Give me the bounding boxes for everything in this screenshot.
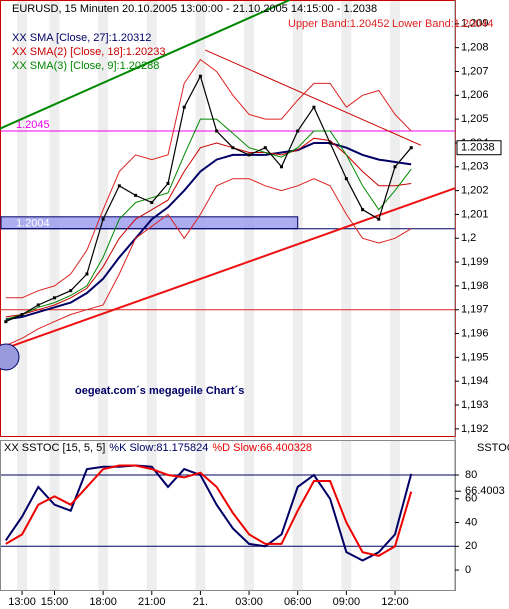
- legend-entry: %K Slow:81.175824: [109, 442, 208, 454]
- price-tick: [247, 153, 251, 157]
- y-tick-label: 1,202: [461, 185, 489, 197]
- price-tick: [393, 165, 397, 169]
- price-tick: [101, 217, 105, 221]
- price-tick: [166, 181, 170, 185]
- chart-title: EURUSD, 15 Minuten 20.10.2005 13:00:00 -…: [12, 3, 377, 15]
- y-tick-label: 60: [465, 493, 477, 505]
- price-tick: [361, 208, 365, 212]
- price-tick: [20, 312, 24, 316]
- price-tick: [134, 193, 138, 197]
- y-tick-label: 1,208: [461, 42, 489, 54]
- price-tick: [377, 217, 381, 221]
- y-tick-label: 1,209: [461, 18, 489, 30]
- price-tick: [279, 165, 283, 169]
- price-tick: [36, 303, 40, 307]
- price-tick: [215, 129, 219, 133]
- y-tick-label: 1,205: [461, 113, 489, 125]
- y-tick-label: 1,207: [461, 65, 489, 77]
- y-tick-label: 0: [465, 564, 471, 576]
- price-tick: [409, 146, 413, 150]
- y-tick-label: 1,192: [461, 423, 489, 435]
- y-tick-label: 1,206: [461, 89, 489, 101]
- x-tick-label: 21:00: [138, 596, 166, 608]
- y-tick-label: 1,198: [461, 280, 489, 292]
- price-tick: [85, 272, 89, 276]
- y-tick-label: 1,199: [461, 256, 489, 268]
- x-tick-label: 15:00: [41, 596, 69, 608]
- x-tick-label: 12:00: [381, 596, 409, 608]
- y-tick-label: 1,196: [461, 327, 489, 339]
- series-line: [5, 58, 412, 299]
- price-tick: [328, 141, 332, 145]
- price-tick: [117, 184, 121, 188]
- legend-entry: XX SMA [Close, 27]:1.20312: [12, 32, 151, 44]
- legend-entry: XX SSTOC [15, 5, 5]: [4, 442, 105, 454]
- series-line: [4, 464, 413, 562]
- legend-entry: Upper Band:1.20452: [288, 18, 390, 30]
- y-tick-label: 1,2: [461, 232, 476, 244]
- marker-circle: [0, 343, 20, 371]
- x-tick-label: 21.: [193, 596, 208, 608]
- y-tick-label: 20: [465, 540, 477, 552]
- y-tick-label: 1,203: [461, 161, 489, 173]
- trendline: [0, 187, 456, 352]
- series-line: [5, 178, 412, 346]
- x-tick-label: 06:00: [284, 596, 312, 608]
- y-tick-label: 80: [465, 469, 477, 481]
- series-line: [5, 118, 412, 320]
- y-tick-label: 40: [465, 516, 477, 528]
- last-price-box: [456, 140, 502, 156]
- y-tick-label: 1,197: [461, 304, 489, 316]
- price-tick: [198, 74, 202, 78]
- price-tick: [69, 289, 73, 293]
- series-line: [5, 137, 412, 318]
- y-tick-label: 1,201: [461, 208, 489, 220]
- price-tick: [296, 129, 300, 133]
- price-tick: [344, 177, 348, 181]
- series-line: [5, 74, 412, 323]
- axis-title: SSTOC: [477, 442, 509, 454]
- price-tick: [312, 105, 316, 109]
- y-tick-label: 1,195: [461, 351, 489, 363]
- watermark: oegeat.com´s megageile Chart´s: [75, 385, 244, 397]
- y-tick-label: 1,193: [461, 399, 489, 411]
- series-line: [5, 464, 413, 557]
- series-line: [5, 142, 412, 321]
- x-tick-label: 13:00: [8, 596, 36, 608]
- x-tick-label: 03:00: [235, 596, 263, 608]
- zone-label: 1.2004: [16, 218, 50, 230]
- legend-entry: Lower Band:1.20044: [392, 18, 494, 30]
- last-price-label: 1.2038: [461, 142, 495, 154]
- last-value-label: 66.4003: [465, 485, 505, 497]
- x-tick-label: 18:00: [89, 596, 117, 608]
- price-tick: [263, 146, 267, 150]
- price-tick: [150, 201, 154, 205]
- legend-entry: XX SMA(2) [Close, 18]:1.20233: [12, 46, 165, 58]
- price-tick: [182, 105, 186, 109]
- price-tick: [52, 296, 56, 300]
- legend-entry: XX SMA(3) [Close, 9]:1.20288: [12, 60, 159, 72]
- x-tick-label: 09:00: [333, 596, 361, 608]
- trendline: [0, 0, 291, 130]
- price-tick: [231, 146, 235, 150]
- trendline: [205, 49, 422, 146]
- stoch-title: XX SSTOC [15, 5, 5] %K Slow:81.175824 %D S…: [4, 442, 312, 454]
- y-tick-label: 1,194: [461, 375, 489, 387]
- price-tick: [4, 320, 8, 324]
- level-label: 1.2045: [16, 119, 50, 131]
- legend-entry: %D Slow:66.400328: [212, 442, 312, 454]
